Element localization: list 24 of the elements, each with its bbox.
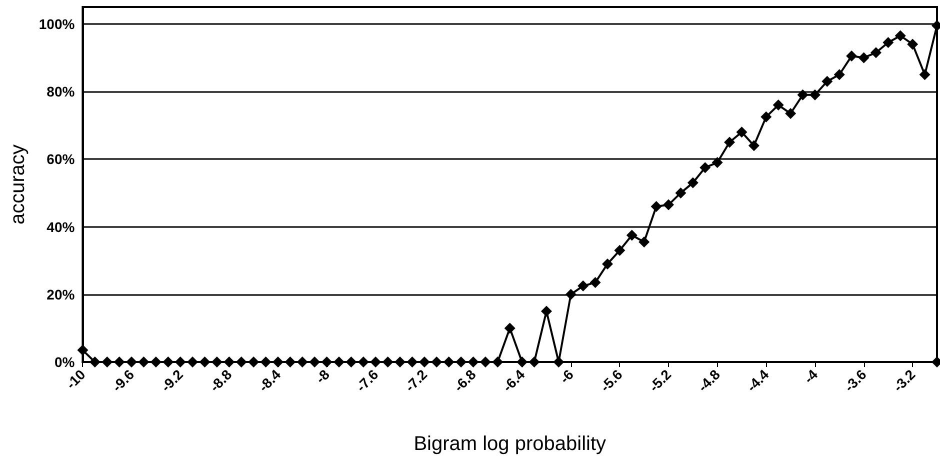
y-tick-label: 100% — [38, 16, 76, 32]
x-tick-label: -9.2 — [158, 366, 186, 395]
x-tick-label: -3.2 — [890, 366, 918, 395]
x-tick-label: -6.4 — [499, 366, 528, 395]
x-tick-label: -8.8 — [206, 366, 235, 395]
x-tick-label: -6 — [556, 366, 577, 386]
y-axis-title: accuracy — [7, 144, 29, 225]
x-tick-label: -4.8 — [694, 366, 724, 395]
y-tick-label: 20% — [46, 286, 76, 302]
x-tick-label: -8.4 — [255, 366, 284, 395]
x-tick-label: -9.6 — [108, 366, 138, 395]
x-tick-label: -3.6 — [841, 366, 870, 395]
x-tick-label: -8 — [312, 366, 333, 386]
y-tick-label: 60% — [46, 151, 76, 168]
x-tick-label: -7.6 — [352, 366, 382, 395]
x-tick-label: -6.8 — [450, 366, 480, 395]
y-tick-label: 40% — [46, 218, 76, 235]
x-tick-label: -7.2 — [402, 366, 430, 395]
x-tick-label: -4 — [800, 366, 821, 386]
x-tick-label: -5.2 — [646, 366, 674, 395]
y-tick-label: 80% — [46, 84, 76, 100]
x-tick-label: -4.4 — [743, 366, 772, 395]
x-axis-title: Bigram log probability — [414, 433, 606, 455]
x-tick-label: -5.6 — [596, 366, 626, 395]
